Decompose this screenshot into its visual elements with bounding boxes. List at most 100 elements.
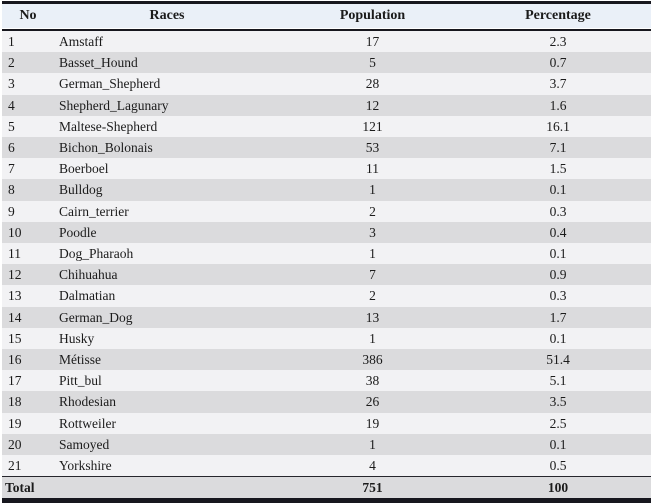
row-race-cell: Pitt_bul — [59, 373, 102, 389]
row-percentage-cell: 5.1 — [549, 373, 567, 389]
table-row: 10 Poodle 3 0.4 — [2, 221, 651, 244]
table-row: 9 Cairn_terrier 2 0.3 — [2, 200, 651, 222]
row-race-cell: Bichon_Bolonais — [59, 140, 153, 156]
row-race-cell: Boerboel — [59, 161, 109, 177]
table-row: 4 Shepherd_Lagunary 12 1.6 — [2, 94, 651, 116]
row-population-cell: 13 — [365, 309, 380, 325]
table-row: 2 Basset_Hound 5 0.7 — [2, 52, 651, 74]
row-population-cell: 19 — [365, 415, 380, 431]
row-percentage-cell: 0.7 — [549, 55, 567, 71]
table-row: 14 German_Dog 13 1.7 — [2, 306, 651, 328]
row-no-cell: 20 — [8, 436, 22, 452]
row-percentage-cell: 1.6 — [549, 97, 567, 113]
row-no-cell: 3 — [8, 76, 15, 92]
total-races-empty — [54, 476, 280, 501]
row-population-cell: 2 — [369, 288, 376, 304]
row-percentage-cell: 16.1 — [546, 118, 570, 134]
row-race-cell: German_Shepherd — [59, 76, 161, 92]
row-no-cell: 10 — [8, 224, 22, 240]
row-no-cell: 15 — [8, 330, 22, 346]
row-percentage-cell: 1.7 — [549, 309, 567, 325]
row-no-cell: 9 — [8, 203, 15, 219]
total-row: Total 751 100 — [2, 476, 651, 501]
row-no-cell: 17 — [8, 373, 22, 389]
table-header: No Races Population Percentage — [2, 2, 651, 31]
row-population-cell: 2 — [369, 203, 376, 219]
row-population-cell: 26 — [365, 394, 380, 410]
table-row: 11 Dog_Pharaoh 1 0.1 — [2, 243, 651, 265]
table-row: 21 Yorkshire 4 0.5 — [2, 455, 651, 477]
row-race-cell: Poodle — [59, 224, 97, 240]
row-race-cell: Dalmatian — [59, 288, 116, 304]
col-header-races: Races — [54, 2, 280, 31]
col-header-percentage: Percentage — [465, 2, 651, 31]
row-percentage-cell: 1.5 — [549, 161, 567, 177]
row-race-cell: Basset_Hound — [59, 55, 138, 71]
row-population-cell: 4 — [369, 458, 376, 474]
row-percentage-cell: 2.5 — [549, 415, 567, 431]
row-no-cell: 19 — [8, 415, 22, 431]
table-row: 3 German_Shepherd 28 3.7 — [2, 73, 651, 95]
table-row: 6 Bichon_Bolonais 53 7.1 — [2, 137, 651, 159]
row-race-cell: Amstaff — [59, 34, 103, 49]
table-row: 15 Husky 1 0.1 — [2, 327, 651, 350]
row-race-cell: Cairn_terrier — [59, 203, 129, 219]
row-no-cell: 16 — [8, 352, 22, 368]
total-label: Total — [2, 476, 54, 501]
row-no-cell: 11 — [8, 246, 21, 262]
row-no-cell: 13 — [8, 288, 22, 304]
row-race-cell: Yorkshire — [59, 458, 112, 474]
table-row: 7 Boerboel 11 1.5 — [2, 158, 651, 180]
table-row: 13 Dalmatian 2 0.3 — [2, 285, 651, 307]
row-percentage-cell: 0.1 — [549, 436, 567, 452]
row-percentage-cell: 2.3 — [549, 34, 567, 49]
row-population-cell: 53 — [365, 140, 380, 156]
row-no-cell: 2 — [8, 55, 15, 71]
row-percentage-cell: 0.3 — [549, 288, 567, 304]
row-race-cell: Samoyed — [59, 436, 110, 452]
row-population-cell: 17 — [365, 34, 380, 49]
row-race-cell: Dog_Pharaoh — [59, 246, 134, 262]
row-race-cell: Bulldog — [59, 182, 103, 198]
row-population-cell: 3 — [369, 224, 376, 240]
table-body: 1 Amstaff 17 2.3 2 Basset_Hound 5 0.7 3 … — [2, 30, 651, 477]
row-race-cell: Métisse — [59, 352, 101, 368]
row-no-cell: 18 — [8, 394, 22, 410]
row-population-cell: 386 — [362, 352, 383, 368]
table-row: 20 Samoyed 1 0.1 — [2, 433, 651, 456]
total-percentage-value: 100 — [465, 476, 651, 501]
table-row: 18 Rhodesian 26 3.5 — [2, 391, 651, 413]
table-row: 8 Bulldog 1 0.1 — [2, 179, 651, 201]
row-percentage-cell: 0.1 — [549, 330, 567, 346]
row-population-cell: 1 — [369, 436, 376, 452]
row-race-cell: Rhodesian — [59, 394, 116, 410]
header-row: No Races Population Percentage — [2, 2, 651, 31]
row-race-cell: Chihuahua — [59, 267, 118, 283]
table-row: 17 Pitt_bul 38 5.1 — [2, 370, 651, 392]
row-percentage-cell: 3.5 — [549, 394, 567, 410]
row-percentage-cell: 3.7 — [549, 76, 567, 92]
row-population-cell: 5 — [369, 55, 376, 71]
row-race-cell: German_Dog — [59, 309, 133, 325]
row-race-cell: Shepherd_Lagunary — [59, 97, 169, 113]
row-percentage-cell: 0.1 — [549, 182, 567, 198]
row-percentage-cell: 7.1 — [549, 140, 567, 156]
table-footer: Total 751 100 — [2, 476, 651, 501]
col-header-population: Population — [280, 2, 465, 31]
table-row: 5 Maltese-Shepherd 121 16.1 — [2, 115, 651, 138]
row-percentage-cell: 0.3 — [549, 203, 567, 219]
table-row: 19 Rottweiler 19 2.5 — [2, 412, 651, 434]
row-population-cell: 1 — [369, 246, 376, 262]
row-population-cell: 1 — [369, 330, 376, 346]
row-no-cell: 14 — [8, 309, 22, 325]
table-row: 16 Métisse 386 51.4 — [2, 349, 651, 371]
row-population-cell: 121 — [362, 118, 383, 134]
row-percentage-cell: 0.5 — [549, 458, 567, 474]
row-percentage-cell: 51.4 — [546, 352, 570, 368]
row-population-cell: 38 — [365, 373, 380, 389]
row-population-cell: 7 — [369, 267, 376, 283]
row-no-cell: 8 — [8, 182, 15, 198]
row-no-cell: 12 — [8, 267, 22, 283]
